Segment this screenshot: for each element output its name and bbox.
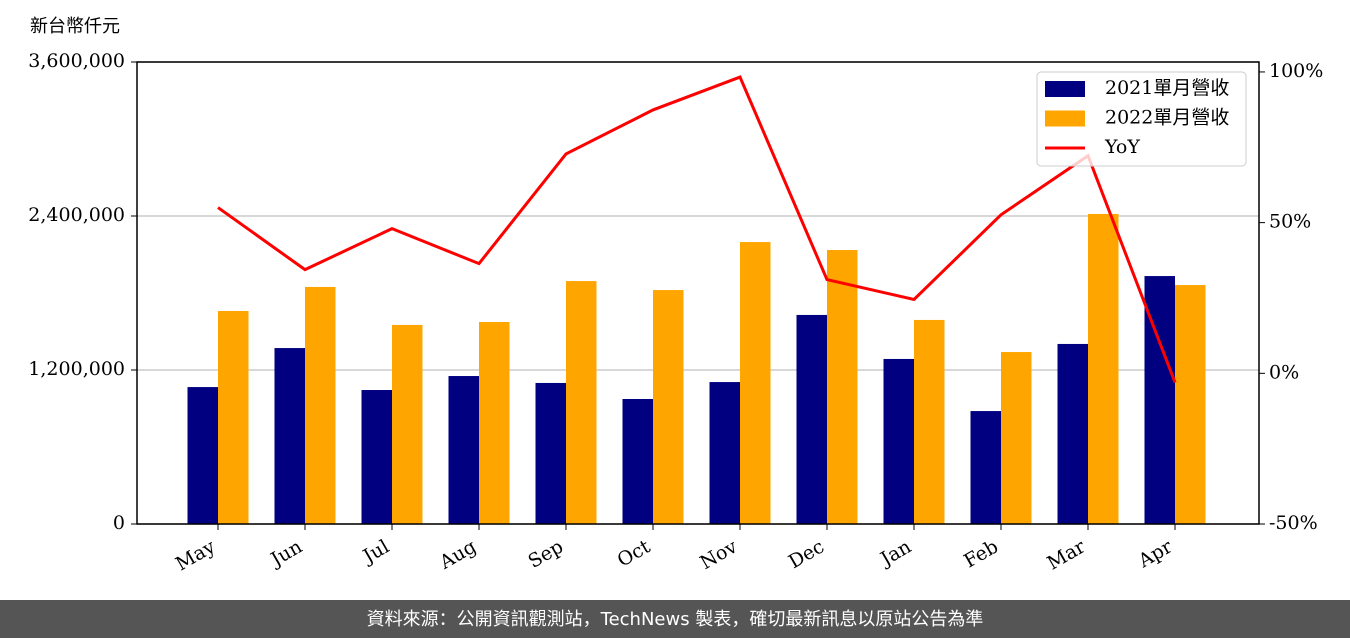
bar xyxy=(218,310,249,524)
bar xyxy=(796,314,827,524)
legend-box xyxy=(1036,71,1247,167)
footer-bar xyxy=(0,600,1350,638)
legend-swatch xyxy=(1045,81,1085,97)
y-tick-label: 0 xyxy=(113,512,125,534)
bar xyxy=(392,324,423,524)
bar xyxy=(1088,213,1119,525)
legend-swatch xyxy=(1045,110,1085,127)
bar xyxy=(883,358,914,524)
bar xyxy=(622,399,653,524)
y-tick-label: 1,200,000 xyxy=(28,358,125,380)
y-axis-label: 新台幣仟元 xyxy=(30,16,120,37)
bar xyxy=(535,382,566,524)
bar xyxy=(709,382,740,524)
bar xyxy=(187,387,218,524)
bar xyxy=(1001,352,1032,524)
bar xyxy=(740,242,771,524)
legend: 2021單月營收 2022單月營收 YoY xyxy=(1036,71,1247,167)
bar xyxy=(361,390,392,524)
legend-label: 2021單月營收 xyxy=(1105,77,1229,99)
footer: 資料來源：公開資訊觀測站，TechNews 製表，確切最新訊息以原站公告為準 xyxy=(367,609,984,630)
y2-tick-label: -50% xyxy=(1269,512,1318,534)
bar xyxy=(479,322,510,524)
bar xyxy=(653,290,684,524)
bar xyxy=(1175,285,1206,524)
legend-label: YoY xyxy=(1104,136,1140,158)
y-tick-label: 3,600,000 xyxy=(28,50,125,72)
bar xyxy=(305,286,336,524)
y2-tick-label: 0% xyxy=(1269,361,1299,383)
y2-tick-label: 50% xyxy=(1269,211,1311,233)
y2-tick-label: 100% xyxy=(1269,60,1323,82)
bar xyxy=(566,281,597,524)
y-tick-label: 2,400,000 xyxy=(28,204,125,226)
bar xyxy=(1057,343,1088,524)
bar xyxy=(448,376,479,524)
bar xyxy=(274,348,305,524)
plot-frame xyxy=(136,61,1260,525)
line xyxy=(217,75,1177,383)
legend-label: 2022單月營收 xyxy=(1105,107,1229,129)
bar xyxy=(970,411,1001,524)
bar xyxy=(914,319,945,524)
bar xyxy=(827,250,858,524)
